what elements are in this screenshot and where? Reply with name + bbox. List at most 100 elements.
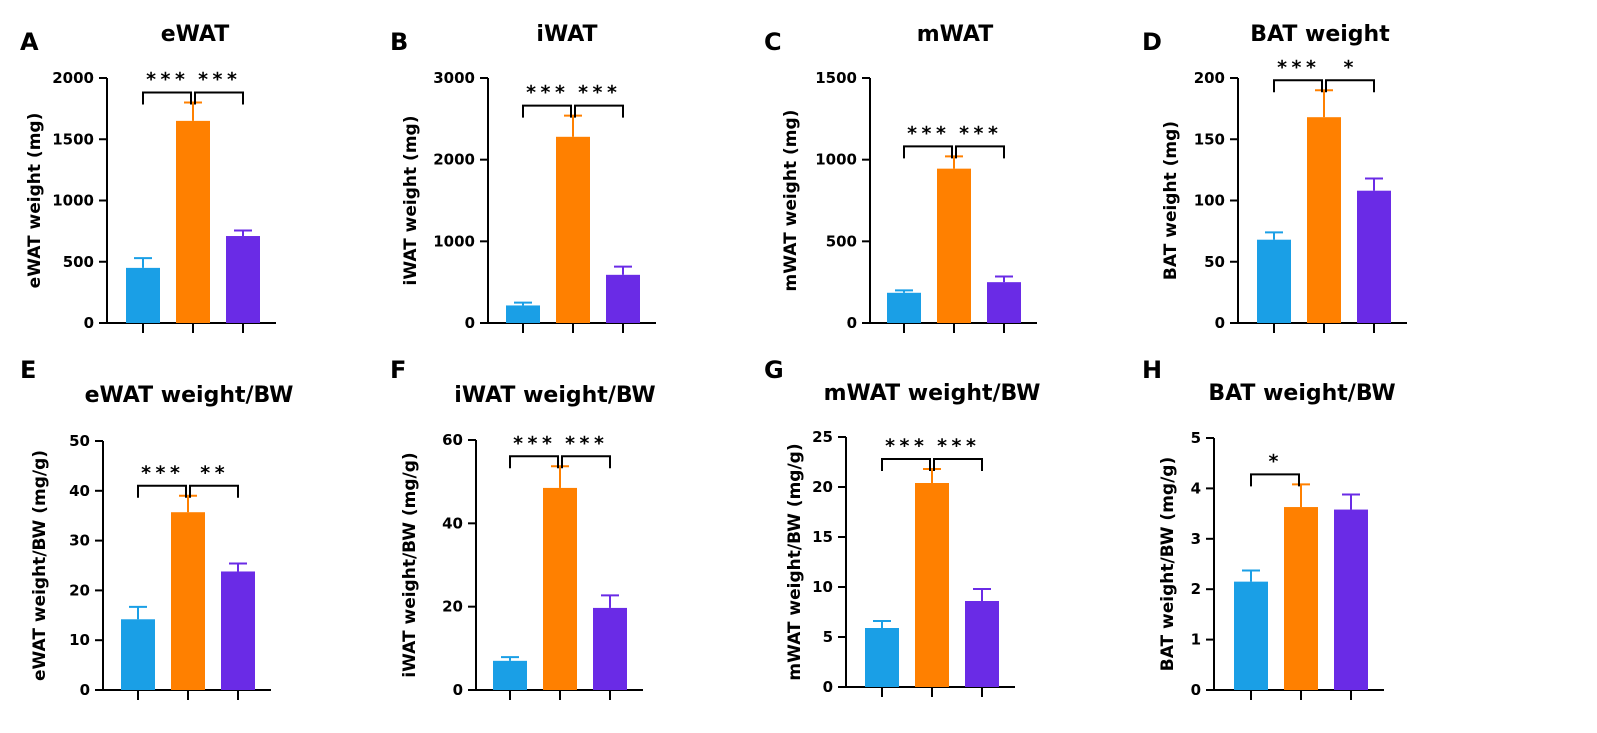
y-axis-label: BAT weight (mg) [1161,121,1181,280]
y-tick-label: 0 [80,681,90,699]
bar [965,601,999,687]
y-tick-label: 1500 [815,69,857,87]
y-tick-label: 2000 [433,151,475,169]
bar [1284,507,1318,690]
bar [1357,190,1391,323]
bar [221,571,255,690]
y-tick-label: 1000 [815,151,857,169]
y-tick-label: 50 [69,432,90,450]
significance-label: *** [197,69,240,91]
y-tick-label: 3000 [433,69,475,87]
panel-label: C [764,28,782,56]
y-axis-label: eWAT weight/BW (mg/g) [30,450,50,681]
y-tick-label: 150 [1194,130,1225,148]
significance-label: *** [564,432,607,454]
bar [506,305,540,323]
bar [226,236,260,323]
bar [865,628,899,687]
y-axis-label: eWAT weight (mg) [25,113,45,289]
panel-label: F [390,356,406,384]
significance-label: *** [884,435,927,457]
y-tick-label: 0 [465,314,475,332]
chart-title: iWAT [536,22,597,47]
bar [593,607,627,690]
significance-bracket [561,455,611,469]
y-tick-label: 0 [847,314,857,332]
y-tick-label: 500 [63,253,94,271]
y-tick-label: 0 [453,681,463,699]
panel-label: E [20,356,36,384]
bar [176,120,210,323]
y-tick-label: 60 [442,431,463,449]
y-tick-label: 200 [1194,69,1225,87]
significance-bracket [881,458,931,471]
significance-label: *** [958,122,1001,144]
bar [915,483,949,687]
significance-label: *** [525,82,568,104]
y-tick-label: 0 [1191,681,1201,699]
bar [606,274,640,323]
y-tick-label: 2000 [52,69,94,87]
significance-bracket [142,91,192,105]
y-tick-label: 100 [1194,192,1225,210]
significance-bracket [194,91,244,105]
bar [171,512,205,690]
y-tick-label: 40 [69,482,90,500]
y-tick-label: 50 [1204,253,1225,271]
panel-h: H BAT weight/BW BAT weight/BW (mg/g) 0 1 2 3 4 5… [1142,356,1396,700]
panel-label: A [20,28,39,56]
y-tick-label: 1000 [52,192,94,210]
bar [887,292,921,323]
chart-title: iWAT weight/BW [454,383,655,408]
significance-bracket [903,145,953,159]
significance-label: *** [512,432,555,454]
significance-label: *** [145,69,188,91]
y-tick-label: 1500 [52,130,94,148]
panel-label: D [1142,28,1162,56]
y-tick-label: 5 [1191,429,1201,447]
y-axis-label: BAT weight/BW (mg/g) [1158,457,1178,671]
significance-bracket [933,458,983,471]
y-tick-label: 10 [69,631,90,649]
panel-label: H [1142,356,1162,384]
bar [543,487,577,690]
y-axis-label: mWAT weight (mg) [781,110,801,292]
bar [126,267,160,323]
y-tick-label: 15 [812,528,833,546]
bar [937,168,971,323]
bar [1234,581,1268,690]
significance-bracket [189,484,239,498]
significance-label: * [1343,56,1357,78]
bar [493,660,527,690]
y-tick-label: 5 [823,628,833,646]
significance-bracket [1325,79,1375,93]
bar [1257,239,1291,323]
y-tick-label: 20 [69,581,90,599]
y-tick-label: 0 [84,314,94,332]
y-tick-label: 25 [812,428,833,446]
bar [121,619,155,690]
chart-title: BAT weight/BW [1208,381,1395,406]
y-tick-label: 20 [442,598,463,616]
y-axis-label: mWAT weight/BW (mg/g) [785,443,805,680]
significance-label: *** [140,462,183,484]
y-tick-label: 3 [1191,530,1201,548]
y-tick-label: 1 [1191,631,1201,649]
y-tick-label: 40 [442,514,463,532]
y-axis-label: iWAT weight/BW (mg/g) [400,452,420,677]
y-tick-label: 1000 [433,232,475,250]
y-tick-label: 0 [1215,314,1225,332]
y-tick-label: 20 [812,478,833,496]
significance-label: * [1268,450,1282,472]
chart-title: eWAT weight/BW [85,383,294,408]
panel-label: B [390,28,408,56]
y-tick-label: 0 [823,678,833,696]
significance-bracket [509,455,559,469]
chart-title: BAT weight [1250,22,1390,47]
